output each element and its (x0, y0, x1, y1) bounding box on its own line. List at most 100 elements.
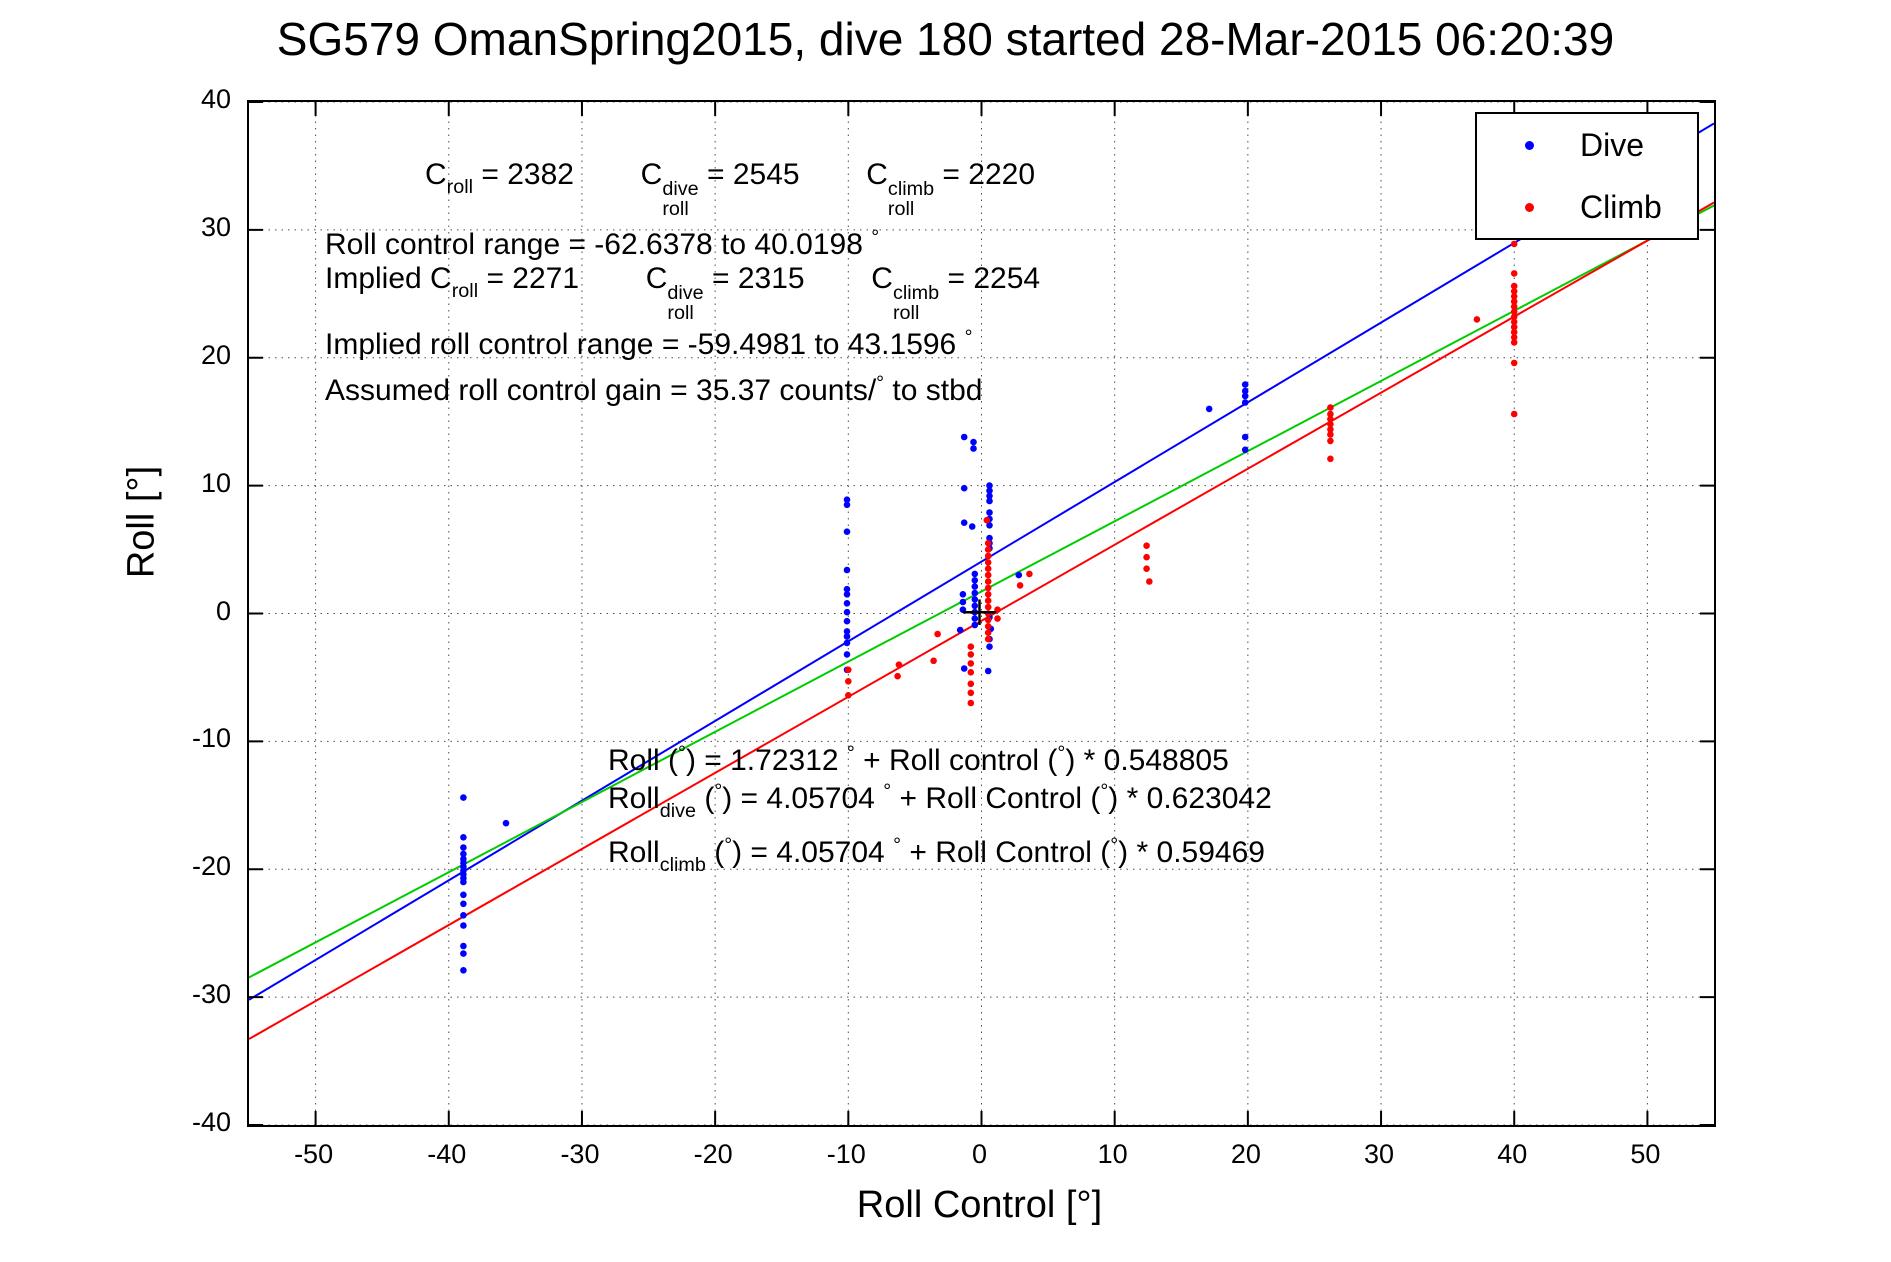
legend-label-dive: Dive (1580, 126, 1645, 163)
climb-point (1510, 240, 1518, 248)
climb-fit-line (249, 201, 1714, 1040)
dive-point (971, 621, 979, 629)
climb-point (984, 559, 992, 566)
climb-point (1510, 293, 1518, 300)
climb-point (984, 584, 992, 592)
dive-point (843, 566, 851, 574)
climb-point (1510, 313, 1518, 321)
y-tick-label: 40 (200, 84, 231, 114)
dive-point (460, 844, 467, 851)
fit-equation-dive: Rolldive (°) = 4.05704 ° + Roll Control … (608, 780, 1272, 822)
climb-point (984, 539, 992, 547)
climb-point (1327, 415, 1334, 423)
dive-point (1241, 387, 1249, 395)
dive-point (843, 617, 851, 625)
dive-point (843, 600, 851, 607)
climb-point (1143, 553, 1150, 561)
fit-equation-climb: Rollclimb (°) = 4.05704 ° + Roll Control… (608, 834, 1265, 876)
climb-point (1510, 410, 1518, 418)
climb-point (1143, 542, 1150, 549)
climb-point (895, 661, 903, 668)
climb-point (1510, 318, 1518, 326)
dive-point (971, 615, 979, 622)
dive-point (960, 665, 968, 672)
dive-point (460, 878, 467, 886)
dive-point (460, 834, 467, 841)
climb-marker-icon (1525, 202, 1534, 212)
x-tick-label: 10 (1097, 1139, 1128, 1169)
climb-point (967, 699, 975, 707)
x-axis-label: Roll Control [°] (856, 1184, 1103, 1226)
dive-point (1205, 405, 1213, 413)
dive-point (843, 501, 851, 509)
climb-point (967, 660, 975, 667)
roll-control-range-line: Roll control range = -62.6378 to 40.0198… (325, 226, 880, 261)
climb-point (1327, 410, 1334, 418)
dive-point (986, 522, 993, 529)
x-tick-label: -50 (294, 1139, 334, 1169)
climb-point (1510, 303, 1518, 310)
dive-point (1241, 392, 1249, 400)
dive-point (460, 922, 467, 929)
dive-point (1241, 381, 1249, 388)
y-tick-label: 0 (215, 595, 231, 626)
climb-point (1146, 578, 1153, 585)
dive-point (986, 482, 993, 489)
climb-point (984, 629, 992, 636)
dive-point (960, 519, 968, 526)
climb-point (1327, 455, 1334, 463)
dive-point (956, 626, 964, 634)
climb-point (1016, 582, 1024, 589)
climb-point (1327, 404, 1334, 411)
climb-point (984, 591, 992, 598)
climb-point (967, 651, 975, 658)
x-tick-label: -30 (560, 1139, 600, 1169)
climb-point (934, 630, 941, 638)
dive-marker-icon (1525, 140, 1534, 150)
climb-point (967, 689, 975, 697)
climb-point (967, 669, 975, 676)
climb-point (1510, 270, 1518, 277)
dive-point (843, 628, 851, 635)
x-tick-label: 40 (1497, 1139, 1528, 1169)
dive-point (986, 487, 993, 495)
legend-item-dive: Dive (1477, 114, 1697, 176)
climb-point (1510, 359, 1518, 367)
dive-point (460, 950, 467, 957)
climb-point (984, 616, 992, 624)
legend-item-climb: Climb (1477, 176, 1697, 238)
dive-point (971, 583, 979, 590)
climb-point (967, 643, 975, 650)
y-axis-label: Roll [°] (120, 465, 163, 579)
x-tick-label: 50 (1630, 1139, 1661, 1169)
legend: Dive Climb (1475, 112, 1699, 240)
climb-point (994, 615, 1001, 622)
climb-point (1510, 334, 1518, 341)
dive-point (986, 492, 993, 500)
climb-point (984, 578, 992, 585)
implied-roll-control-range-line: Implied roll control range = -59.4981 to… (325, 326, 973, 361)
climb-point (845, 666, 852, 674)
dive-point (460, 900, 467, 908)
dive-point (843, 633, 851, 640)
dive-point (970, 445, 977, 452)
plot-canvas (249, 102, 1714, 1125)
dive-point (502, 819, 510, 827)
dive-point (986, 534, 993, 542)
dive-point (984, 667, 992, 675)
dive-point (959, 598, 967, 606)
dive-point (843, 496, 851, 504)
climb-point (1510, 308, 1518, 315)
climb-point (1510, 282, 1518, 290)
dive-point (843, 591, 851, 598)
x-tick-label: 30 (1364, 1139, 1395, 1169)
dive-point (843, 639, 851, 647)
climb-point (984, 635, 992, 643)
dive-point (986, 497, 993, 505)
climb-point (984, 623, 992, 630)
plot-area (247, 100, 1716, 1127)
dive-point (843, 608, 851, 616)
x-tick-label: -40 (427, 1139, 467, 1169)
